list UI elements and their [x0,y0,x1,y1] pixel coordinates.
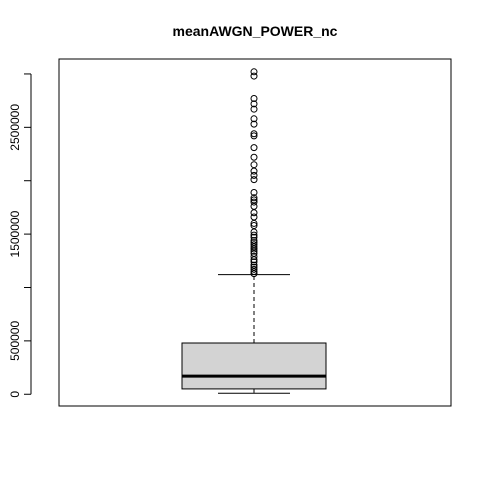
y-tick-label: 2500000 [8,104,22,151]
chart-title: meanAWGN_POWER_nc [173,23,338,39]
iqr-box [181,342,327,390]
y-tick-label: 1500000 [8,210,22,257]
outlier-point [250,100,258,108]
outlier-point [250,132,258,140]
outlier-point [250,261,258,269]
outlier-point [250,196,258,204]
outlier-point [250,115,258,123]
outlier-point [250,263,258,271]
outlier-point [250,198,258,206]
outlier-point [250,258,258,266]
outlier-point [250,144,258,152]
outlier-point [250,161,258,169]
outlier-point [250,237,258,245]
outlier-point [250,105,258,113]
outlier-point [250,188,258,196]
outlier-point [250,171,258,179]
outliers-group [250,68,258,278]
outlier-point [250,241,258,249]
outlier-point [250,176,258,184]
outlier-point [250,213,258,221]
outlier-point [250,265,258,273]
outlier-point [250,153,258,161]
y-axis: 0 500000 1500000 2500000 [8,73,32,398]
outlier-point [250,130,258,138]
box-group [181,274,327,394]
plot-frame [58,58,452,407]
outlier-point [250,239,258,247]
outlier-point [250,95,258,103]
outlier-point [250,222,258,230]
outlier-point [250,120,258,128]
outlier-point [250,231,258,239]
y-tick-label: 500000 [8,321,22,361]
outlier-point [250,72,258,80]
outlier-point [250,253,258,261]
outlier-point [250,233,258,241]
outlier-point [250,194,258,202]
y-tick-label: 0 [8,391,22,398]
outlier-point [250,68,258,76]
